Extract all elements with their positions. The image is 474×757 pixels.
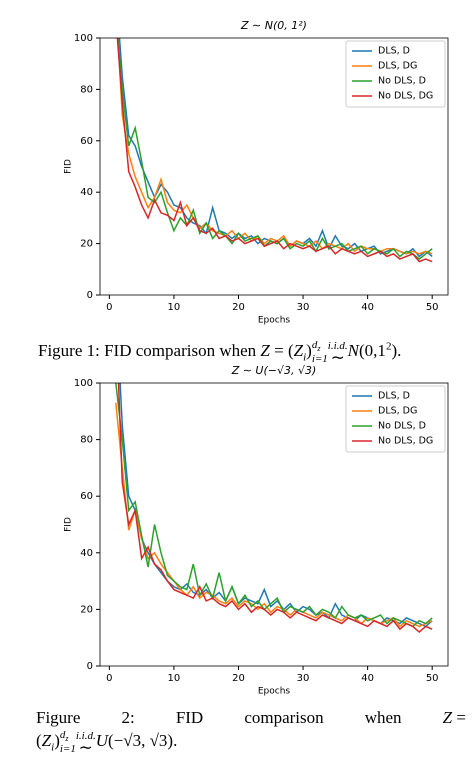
x-tick-label: 40 (361, 673, 374, 684)
y-tick-label: 0 (87, 661, 93, 672)
math: z (65, 734, 69, 744)
math: = ( (269, 341, 294, 360)
math: Z (293, 341, 304, 360)
math: 2 (385, 340, 392, 353)
x-tick-label: 10 (168, 673, 181, 684)
x-tick-label: 50 (426, 673, 439, 684)
math: i.i.d. (327, 340, 348, 353)
math: = (452, 708, 466, 727)
x-tick-label: 0 (106, 673, 112, 684)
chart-title: Z ∼ U(−√3, √3) (231, 364, 317, 377)
math: ( (36, 731, 42, 750)
math: (0,1 (359, 341, 386, 360)
caption: (Zi) dz i=1 i.i.d. ∼ U(−√3, √3). (36, 729, 178, 757)
math: Z (442, 708, 453, 727)
math: i (303, 351, 307, 364)
plot-frame (99, 37, 449, 296)
math: N (347, 341, 360, 360)
x-tick-label: 50 (426, 302, 439, 313)
x-axis-label: Epochs (258, 316, 291, 326)
caption: Figure 2: FID comparison when Z = (36, 708, 466, 728)
legend-label: DLS, D (378, 391, 410, 402)
legend-label: DLS, DG (378, 406, 417, 417)
math-limits: dz i=1 (59, 729, 76, 756)
math: ) (54, 731, 60, 750)
math: z (317, 344, 321, 354)
math: d (59, 729, 66, 741)
caption: Figure 1: FID comparison when Z = (Zi) dz… (38, 339, 402, 368)
x-tick-label: 0 (106, 302, 112, 313)
math-limits: dz i=1 (311, 339, 328, 366)
legend-box (345, 40, 446, 108)
math: i.i.d. (75, 730, 96, 743)
math: (−√3, √3). (108, 731, 178, 750)
math: i (51, 741, 55, 754)
caption-text: when (364, 708, 402, 727)
y-tick-label: 100 (74, 33, 93, 44)
math: ∼ (78, 738, 93, 757)
plot-frame (99, 382, 449, 667)
math-op: i.i.d. ∼ (327, 340, 348, 368)
y-tick-label: 100 (74, 378, 93, 389)
legend-box (345, 385, 446, 453)
math: d (311, 339, 318, 351)
math: U (95, 731, 109, 750)
x-tick-label: 20 (232, 302, 245, 313)
caption-text: Figure 1: FID comparison when (38, 341, 261, 360)
math: Z (41, 731, 52, 750)
series-line (116, 38, 433, 263)
x-tick-label: 30 (297, 302, 310, 313)
math: ). (391, 341, 402, 360)
x-axis-label: Epochs (258, 687, 291, 697)
legend-label: DLS, D (378, 46, 410, 57)
y-tick-label: 20 (80, 604, 93, 615)
math: ∼ (330, 348, 345, 368)
legend-label: No DLS, DG (378, 436, 433, 447)
y-tick-label: 20 (80, 239, 93, 250)
math: Z (260, 341, 270, 360)
y-tick-label: 80 (80, 84, 93, 95)
series-line (115, 383, 433, 628)
math: i=1 (311, 353, 328, 366)
y-tick-label: 0 (87, 290, 93, 301)
x-tick-label: 20 (232, 673, 245, 684)
series-line (117, 383, 433, 634)
y-tick-label: 40 (80, 187, 93, 198)
math-op: i.i.d. ∼ (75, 730, 96, 757)
x-tick-label: 40 (361, 302, 374, 313)
y-axis-label: FID (64, 517, 74, 532)
caption-text: comparison (244, 708, 324, 727)
legend-label: No DLS, D (378, 421, 426, 432)
y-tick-label: 40 (80, 548, 93, 559)
legend-label: No DLS, DG (378, 91, 433, 102)
caption-text: 2: (121, 708, 135, 727)
y-axis-label: FID (64, 159, 74, 174)
series-line (118, 38, 433, 258)
x-tick-label: 10 (168, 302, 181, 313)
math: i=1 (59, 743, 76, 756)
chart-title: Z ∼ N(0, 1²) (240, 19, 307, 32)
legend-label: No DLS, D (378, 76, 426, 87)
y-tick-label: 80 (80, 435, 93, 446)
math: ) (306, 341, 312, 360)
caption-text: FID (175, 708, 204, 727)
caption-text: Figure (36, 708, 81, 727)
y-tick-label: 60 (80, 491, 93, 502)
legend-label: DLS, DG (378, 61, 417, 72)
y-tick-label: 60 (80, 136, 93, 147)
x-tick-label: 30 (297, 673, 310, 684)
